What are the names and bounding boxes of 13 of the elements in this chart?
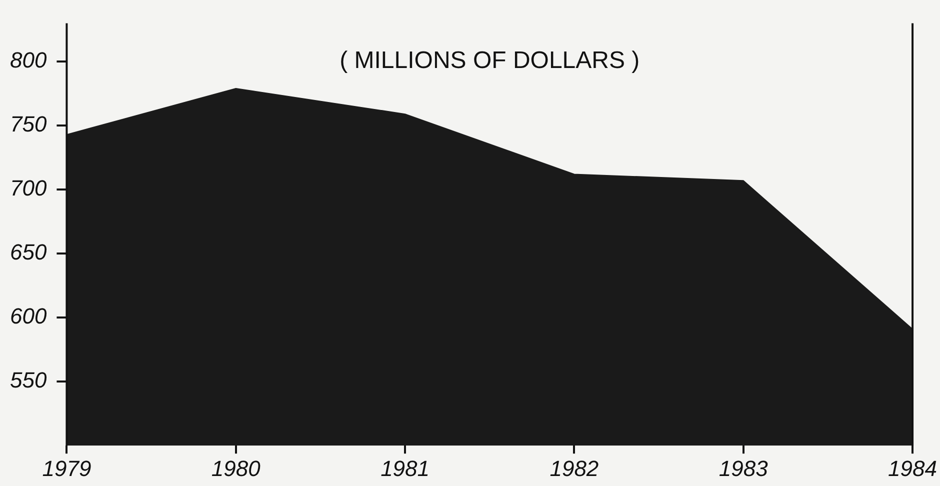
y-tick-label: 750 [10,112,48,137]
y-tick-label: 600 [10,304,48,329]
x-tick-label: 1983 [718,456,769,481]
y-tick-label: 700 [10,176,48,201]
y-tick-label: 650 [10,240,48,265]
x-tick-label: 1980 [211,456,262,481]
x-tick-label: 1981 [380,456,430,481]
y-tick-label: 550 [10,368,48,393]
x-tick-label: 1982 [550,456,599,481]
x-tick-label: 1979 [42,456,92,481]
x-tick-label: 1984 [888,456,938,481]
y-tick-label: 800 [10,48,48,73]
text: ( MILLIONS OF DOLLARS ) [340,47,640,74]
